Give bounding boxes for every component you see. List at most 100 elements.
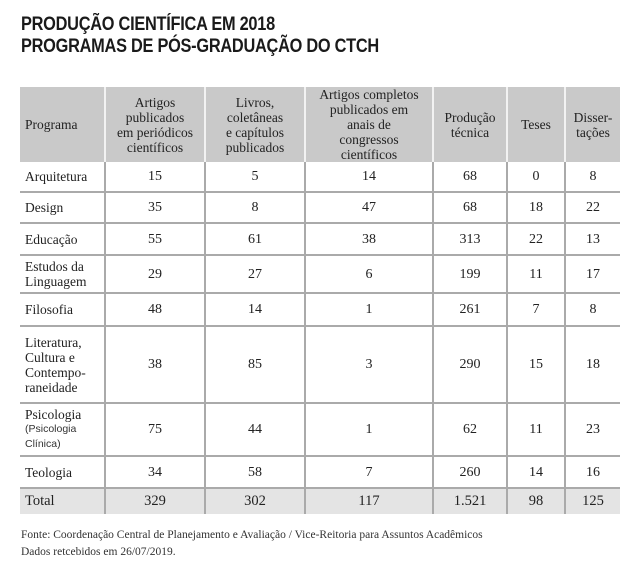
text-line: anais de	[347, 117, 391, 132]
total-row: Total 329 302 117 1.521 98 125	[20, 488, 620, 514]
text-line: coletâneas	[226, 109, 284, 125]
value-cell: 55	[104, 223, 205, 256]
total-value: 117	[304, 488, 433, 514]
value-cell: 18	[564, 326, 620, 404]
value-cell: 199	[432, 255, 507, 294]
table-row: Literatura, Cultura e Contempo-raneidade 38…	[20, 326, 620, 404]
value-cell: 22	[564, 192, 620, 224]
value-cell: 290	[432, 326, 507, 404]
value-cell: 27	[204, 255, 305, 294]
value-cell: 8	[564, 293, 620, 327]
value-cell: 261	[432, 293, 507, 327]
program-cell: Estudos da Linguagem	[20, 255, 105, 294]
page-title: PRODUÇÃO CIENTÍFICA EM 2018 PROGRAMAS DE…	[21, 14, 379, 58]
text-line: publicados	[125, 109, 185, 125]
header-row: Programa Artigos publicados em periódicos ci…	[20, 87, 620, 162]
value-cell: 68	[432, 192, 507, 224]
value-cell: 8	[204, 192, 305, 224]
text-line: técnica	[450, 124, 490, 140]
total-label: Total	[20, 488, 105, 514]
program-cell: Arquitetura	[20, 162, 105, 193]
value-cell: 34	[104, 456, 205, 489]
table-row: Estudos da Linguagem 29 27 6 199 11 17	[20, 255, 620, 294]
title-line-1: PRODUÇÃO CIENTÍFICA EM 2018	[21, 14, 275, 35]
value-cell: 5	[204, 162, 305, 193]
table-row: Filosofia 48 14 1 261 7 8	[20, 293, 620, 327]
table-row: Teologia 34 58 7 260 14 16	[20, 456, 620, 489]
text-line: científicos	[126, 139, 184, 155]
total-value: 329	[104, 488, 205, 514]
column-header: Artigos publicados em periódicos científico…	[104, 87, 205, 162]
text-line: Teses	[521, 117, 551, 132]
value-cell: 48	[104, 293, 205, 327]
text-line: Livros,	[235, 94, 275, 110]
value-cell: 0	[506, 162, 565, 193]
value-cell: 11	[506, 255, 565, 294]
value-cell: 17	[564, 255, 620, 294]
table-row: Educação 55 61 38 313 22 13	[20, 223, 620, 256]
value-cell: 85	[204, 326, 305, 404]
footer-date: Dados retcebidos em 26/07/2019.	[21, 546, 176, 558]
value-cell: 313	[432, 223, 507, 256]
total-value: 125	[564, 488, 620, 514]
value-cell: 47	[304, 192, 433, 224]
column-header: Disser-tações	[564, 87, 620, 162]
text-line: congressos	[339, 132, 399, 147]
column-header: Programa	[20, 87, 105, 162]
value-cell: 35	[104, 192, 205, 224]
program-cell: Design	[20, 192, 105, 224]
program-cell: Literatura, Cultura e Contempo-raneidade	[20, 326, 105, 404]
value-cell: 22	[506, 223, 565, 256]
column-header: Artigos completos publicados em anais de co…	[304, 87, 433, 162]
value-cell: 44	[204, 403, 305, 457]
text-line: Artigos completos	[319, 87, 419, 102]
text-line: Teologia	[25, 464, 73, 480]
text-line: Cultura e	[25, 349, 75, 365]
value-cell: 38	[104, 326, 205, 404]
value-cell: 62	[432, 403, 507, 457]
text-line: Psicologia	[25, 407, 82, 422]
text-line: Filosofia	[25, 302, 74, 317]
column-header: Produção técnica	[432, 87, 507, 162]
text-line: científicos	[340, 147, 398, 162]
text-line: em periódicos	[116, 124, 194, 140]
value-cell: 1	[304, 293, 433, 327]
program-cell: Teologia	[20, 456, 105, 489]
value-cell: 3	[304, 326, 433, 404]
value-cell: 61	[204, 223, 305, 256]
text-line: raneidade	[25, 379, 78, 395]
text-line: Estudos da	[25, 259, 84, 274]
value-cell: 58	[204, 456, 305, 489]
text-line: tações	[576, 124, 610, 140]
value-cell: 15	[104, 162, 205, 193]
total-value: 1.521	[432, 488, 507, 514]
production-table: Programa Artigos publicados em periódicos ci…	[20, 87, 620, 514]
total-value: 302	[204, 488, 305, 514]
table-row: Psicologia (Psicologia Clínica) 75 44 1 62 11 23	[20, 403, 620, 457]
text-line: e capítulos	[225, 124, 285, 140]
text-line: Contempo-	[25, 364, 86, 380]
text-line: Educação	[25, 231, 78, 247]
text-line: Linguagem	[25, 274, 87, 289]
value-cell: 68	[432, 162, 507, 193]
value-cell: 7	[506, 293, 565, 327]
value-cell: 18	[506, 192, 565, 224]
value-cell: 16	[564, 456, 620, 489]
footer-source: Fonte: Coordenação Central de Planejamen…	[21, 529, 483, 541]
value-cell: 14	[204, 293, 305, 327]
value-cell: 38	[304, 223, 433, 256]
text-line: (Psicologia	[25, 423, 77, 435]
text-line: Produção	[444, 109, 496, 125]
value-cell: 8	[564, 162, 620, 193]
text-line: Literatura,	[25, 334, 82, 350]
text-line: Programa	[25, 117, 78, 132]
value-cell: 14	[304, 162, 433, 193]
value-cell: 260	[432, 456, 507, 489]
program-cell: Filosofia	[20, 293, 105, 327]
column-header: Teses	[506, 87, 565, 162]
text-line: publicados em	[329, 102, 409, 117]
text-line: Arquitetura	[25, 169, 88, 184]
text-line: publicados	[225, 139, 285, 155]
value-cell: 14	[506, 456, 565, 489]
value-cell: 15	[506, 326, 565, 404]
